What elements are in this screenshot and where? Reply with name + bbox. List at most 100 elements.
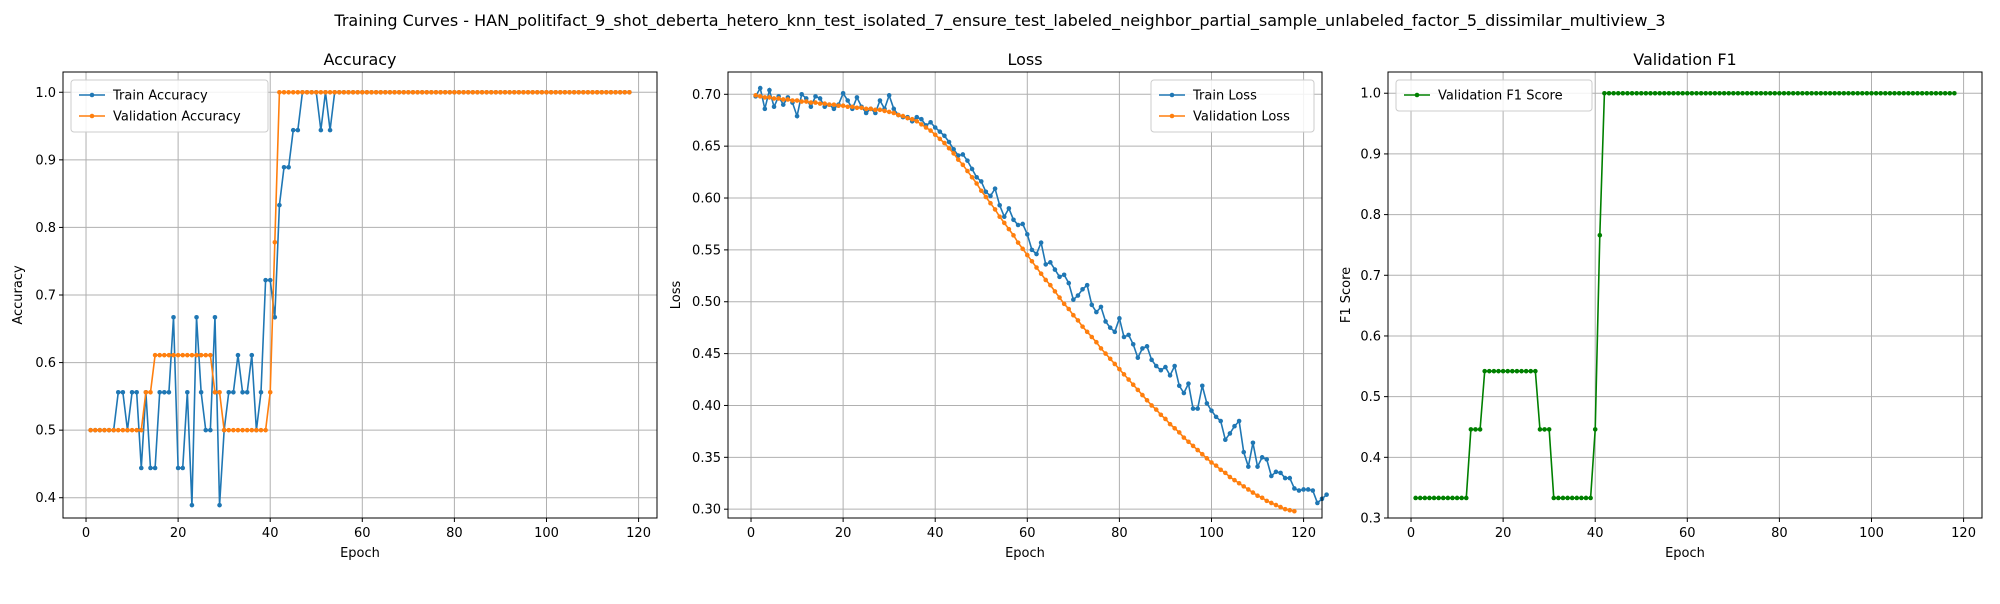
series-line <box>90 91 630 431</box>
data-point <box>803 99 809 104</box>
data-point <box>1209 408 1214 413</box>
data-point <box>1551 495 1557 501</box>
data-point <box>1910 90 1916 96</box>
data-point <box>166 390 172 395</box>
data-point <box>424 89 430 95</box>
data-point <box>415 89 420 95</box>
data-point <box>1163 416 1168 422</box>
data-point <box>562 89 568 95</box>
data-point <box>951 151 956 156</box>
data-point <box>525 89 531 95</box>
data-point <box>1588 495 1593 501</box>
data-point <box>1103 351 1108 356</box>
data-point <box>762 95 768 100</box>
data-point <box>1015 222 1021 228</box>
data-point <box>1519 368 1524 374</box>
data-point <box>886 93 892 98</box>
data-point <box>1597 232 1603 238</box>
chart-title: Loss <box>1007 50 1042 69</box>
data-point <box>780 102 786 107</box>
data-point <box>1463 495 1469 501</box>
data-point <box>1001 220 1007 226</box>
data-point <box>364 89 370 95</box>
y-tick-label: 0.4 <box>1360 451 1381 466</box>
data-point <box>965 168 970 174</box>
data-point <box>1246 464 1251 469</box>
data-point <box>1282 506 1288 512</box>
data-point <box>831 102 837 107</box>
data-point <box>484 89 489 95</box>
data-point <box>1643 90 1649 96</box>
data-point <box>180 352 186 358</box>
data-point <box>1698 90 1704 96</box>
data-point <box>272 315 278 320</box>
data-point <box>1250 440 1256 446</box>
data-point <box>102 427 107 433</box>
data-point <box>1592 427 1598 432</box>
data-point <box>850 104 855 110</box>
data-point <box>622 89 628 95</box>
data-point <box>461 89 466 95</box>
data-point <box>1163 364 1168 370</box>
data-point <box>1158 412 1164 418</box>
data-point <box>111 427 116 433</box>
data-point <box>429 89 434 95</box>
data-point <box>318 89 324 95</box>
data-point <box>831 106 837 112</box>
x-tick-label: 20 <box>170 526 187 541</box>
data-point <box>1629 90 1635 96</box>
data-point <box>392 89 397 95</box>
data-point <box>1310 488 1316 493</box>
y-tick-label: 1.0 <box>1360 87 1381 102</box>
data-point <box>1204 456 1210 461</box>
data-point <box>974 181 979 186</box>
data-point <box>1924 90 1930 96</box>
data-point <box>106 427 112 433</box>
x-tick-label: 20 <box>835 526 852 541</box>
data-point <box>854 95 860 100</box>
data-point <box>548 89 554 95</box>
data-point <box>1712 90 1718 96</box>
data-point <box>1232 423 1237 429</box>
data-point <box>845 104 851 110</box>
data-point <box>1296 488 1302 493</box>
data-point <box>1422 495 1428 501</box>
data-point <box>1135 355 1141 361</box>
data-point <box>627 89 632 95</box>
data-point <box>198 352 204 358</box>
x-tick-label: 20 <box>1495 526 1512 541</box>
data-point <box>286 164 291 170</box>
data-point <box>1176 430 1182 435</box>
data-point <box>217 502 222 508</box>
data-point <box>604 89 609 95</box>
data-point <box>175 352 181 358</box>
data-point <box>143 390 149 395</box>
data-point <box>1195 406 1200 411</box>
data-point <box>955 153 961 158</box>
data-point <box>942 140 947 146</box>
data-point <box>530 89 535 95</box>
data-point <box>553 89 558 95</box>
data-point <box>1029 258 1035 264</box>
y-tick-label: 0.40 <box>692 399 721 414</box>
data-point <box>1473 427 1478 432</box>
y-tick-label: 0.8 <box>1360 208 1381 223</box>
data-point <box>1246 487 1251 492</box>
data-point <box>1533 368 1538 374</box>
data-point <box>295 127 301 133</box>
data-point <box>470 89 476 95</box>
data-point <box>125 427 130 433</box>
data-point <box>599 89 605 95</box>
data-point <box>544 89 549 95</box>
data-point <box>992 207 998 212</box>
legend-label: Validation F1 Score <box>1438 89 1563 104</box>
data-point <box>1749 90 1755 96</box>
data-point <box>171 352 176 358</box>
data-point <box>836 103 841 109</box>
data-point <box>323 89 328 95</box>
data-point <box>221 427 227 433</box>
data-point <box>1107 356 1113 362</box>
data-point <box>92 427 98 433</box>
data-point <box>1061 301 1067 307</box>
